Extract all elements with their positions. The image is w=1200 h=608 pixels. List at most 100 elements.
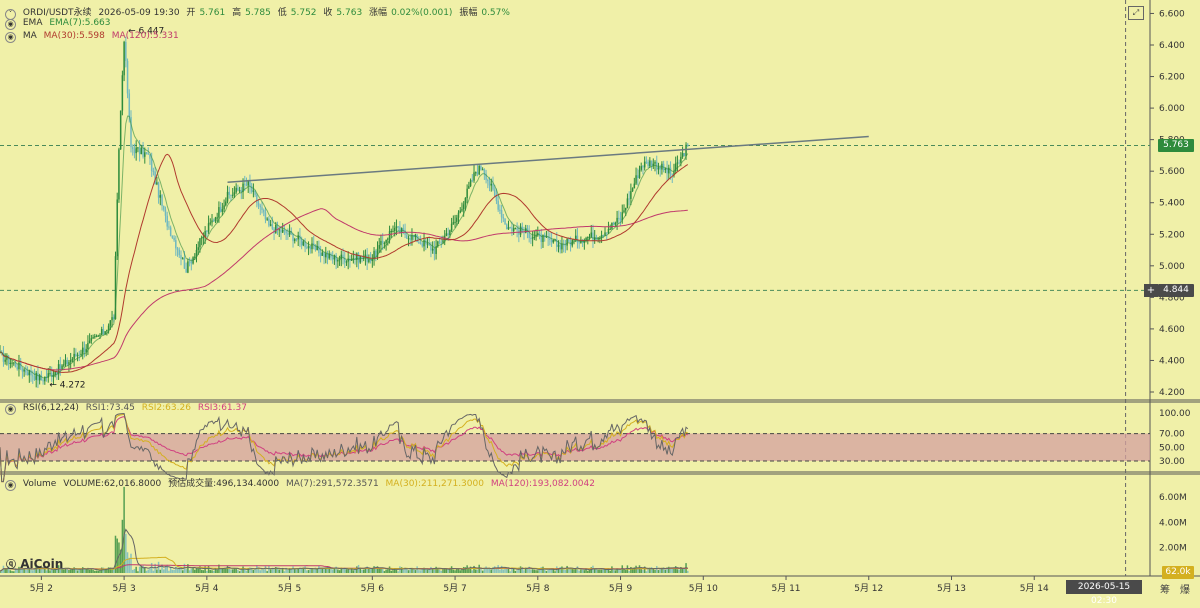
liquidation-button[interactable]: 爆: [1180, 585, 1190, 596]
volume-bar: [600, 569, 603, 573]
eye-icon[interactable]: ◉: [5, 32, 16, 43]
candle-body: [61, 365, 63, 370]
rsi-tick-label: 100.00: [1159, 409, 1191, 419]
symbol-label[interactable]: ORDI/USDT永续: [22, 8, 92, 18]
volume-bar: [81, 567, 84, 573]
candle-body: [38, 375, 41, 381]
candle-body: [409, 238, 411, 240]
volume-bar: [307, 570, 310, 573]
candle-body: [418, 242, 420, 244]
volume-bar: [219, 567, 222, 573]
volume-bar: [526, 568, 529, 573]
candle-body: [683, 153, 686, 157]
candle-body: [228, 191, 231, 195]
volume-bar: [13, 571, 15, 573]
candle-body: [64, 360, 67, 365]
volume-bar: [32, 570, 34, 573]
candle-body: [533, 236, 536, 238]
ma30-line: [0, 153, 689, 373]
candle-body: [14, 362, 17, 368]
candle-body: [240, 190, 243, 193]
candle-body: [219, 207, 222, 212]
volume-bar: [373, 566, 375, 573]
ma-name: MA: [22, 31, 37, 41]
volume-bar: [42, 569, 44, 573]
candle-body: [466, 188, 468, 199]
volume-bar: [380, 568, 382, 573]
volume-bar: [330, 568, 332, 573]
candle-body: [393, 228, 396, 231]
volume-bar: [573, 569, 575, 573]
candle-body: [56, 371, 58, 375]
volume-legend[interactable]: ◉ Volume VOLUME:62,016.8000 预估成交量:496,13…: [5, 476, 599, 491]
volume-bar: [104, 569, 106, 573]
candle-body: [135, 147, 137, 154]
volume-bar: [90, 569, 93, 573]
candle-body: [100, 329, 103, 335]
candle-body: [375, 250, 377, 257]
volume-bar: [352, 570, 355, 573]
volume-bar: [624, 570, 627, 573]
candle-body: [150, 158, 153, 172]
candle-body: [40, 375, 43, 381]
candle-body: [312, 243, 315, 245]
candle-body: [381, 240, 384, 244]
candle-body: [326, 253, 329, 259]
candle-body: [114, 256, 117, 319]
candle-body: [335, 255, 337, 262]
volume-bar: [171, 569, 174, 573]
candle-body: [652, 163, 655, 166]
eye-icon[interactable]: ◉: [5, 404, 16, 415]
volume-bar: [64, 568, 67, 573]
volume-bar: [574, 568, 577, 573]
rsi-tick-label: 50.00: [1159, 443, 1185, 453]
volume-bar: [485, 566, 487, 573]
candle-body: [147, 153, 149, 155]
volume-bar: [393, 568, 396, 573]
volume-bar: [606, 569, 608, 573]
volume-bar: [476, 569, 479, 573]
volume-bar: [197, 568, 199, 573]
ema-legend[interactable]: ◉ EMA EMA(7):5.663: [5, 18, 115, 30]
volume-bar: [200, 569, 203, 573]
candle-body: [630, 191, 632, 199]
candle-body: [212, 220, 215, 222]
candle-body: [121, 75, 124, 111]
crosshair-price-tag: 4.844: [1158, 284, 1194, 297]
volume-bar: [680, 566, 682, 573]
volume-bar: [111, 568, 113, 573]
candle-body: [669, 167, 672, 174]
candle-body: [88, 340, 91, 344]
volume-bar: [333, 568, 336, 573]
volume-bar: [230, 569, 232, 573]
trendline: [227, 135, 869, 183]
chips-button[interactable]: 筹: [1160, 585, 1170, 596]
rsi-legend[interactable]: ◉ RSI(6,12,24) RSI1:73.45 RSI2:63.26 RSI…: [5, 403, 251, 415]
candle-body: [200, 237, 203, 239]
close-label: 收: [323, 8, 333, 18]
volume-bar: [633, 567, 636, 573]
candle-body: [163, 206, 165, 210]
volume-bar: [585, 568, 587, 573]
volume-bar: [514, 570, 517, 573]
volume-bar: [364, 567, 367, 573]
volume-bar: [481, 570, 484, 573]
candle-body: [604, 232, 606, 236]
volume-bar: [304, 566, 306, 573]
volume-bar: [316, 568, 318, 573]
fullscreen-icon[interactable]: ⤢: [1128, 6, 1144, 20]
candle-body: [619, 218, 622, 221]
eye-icon[interactable]: ◉: [5, 480, 16, 491]
candle-body: [188, 261, 191, 263]
ma-legend[interactable]: ◉ MA MA(30):5.598 MA(120):5.331: [5, 31, 183, 43]
volume-bar: [411, 567, 413, 573]
volume-bar: [283, 571, 286, 573]
eye-icon[interactable]: ◉: [5, 19, 16, 30]
add-alert-icon[interactable]: +: [1144, 284, 1158, 297]
volume-bar: [113, 569, 115, 573]
volume-bar: [471, 570, 474, 573]
candle-body: [369, 259, 372, 262]
